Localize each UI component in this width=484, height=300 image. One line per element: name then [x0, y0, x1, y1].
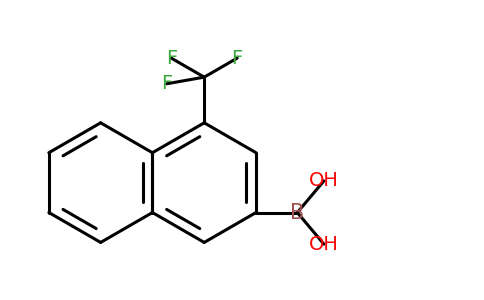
Text: F: F: [161, 74, 172, 93]
Text: OH: OH: [309, 235, 339, 254]
Text: F: F: [166, 49, 177, 68]
Text: B: B: [290, 202, 304, 223]
Text: OH: OH: [309, 171, 339, 190]
Text: F: F: [231, 49, 243, 68]
